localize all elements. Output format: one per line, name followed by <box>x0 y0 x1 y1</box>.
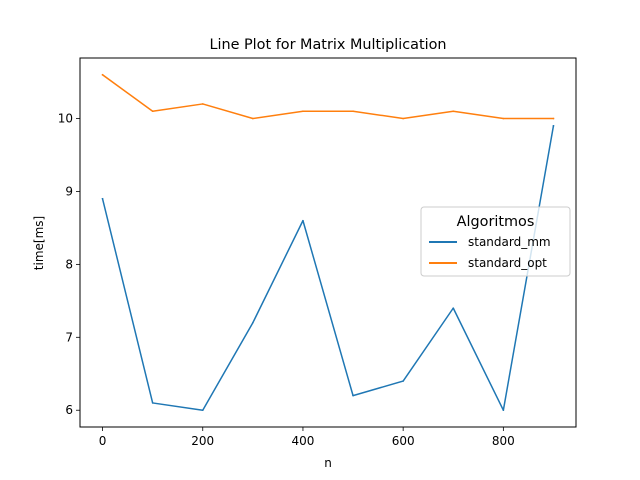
data-point-standard-opt-900 <box>552 117 555 120</box>
data-point-standard-opt-200 <box>201 103 204 105</box>
x-axis-ticks: 0 200 400 600 800 <box>99 427 515 448</box>
legend: Algoritmos standard_mm standard_opt <box>420 206 571 277</box>
data-point-standard-mm-400 <box>302 219 304 222</box>
data-point-standard-mm-700 <box>452 307 455 309</box>
y-tick-label: 9 <box>65 184 73 198</box>
x-tick-label: 800 <box>492 434 515 448</box>
legend-title: Algoritmos <box>457 214 535 230</box>
series-layer <box>101 73 555 412</box>
data-point-standard-opt-600 <box>402 117 404 120</box>
data-point-standard-mm-600 <box>402 380 404 382</box>
y-tick-label: 6 <box>65 403 73 417</box>
data-point-standard-opt-700 <box>452 110 455 113</box>
data-point-standard-opt-500 <box>352 110 354 113</box>
data-point-standard-mm-300 <box>252 321 254 324</box>
x-tick-label: 0 <box>99 434 107 448</box>
x-axis-label: n <box>324 456 332 470</box>
data-point-standard-mm-0 <box>101 197 104 200</box>
x-tick-label: 400 <box>291 434 314 448</box>
legend-label-standard-mm: standard_mm <box>468 235 551 249</box>
data-point-standard-mm-900 <box>552 125 555 127</box>
data-point-standard-opt-400 <box>302 110 304 113</box>
y-tick-label: 10 <box>58 112 73 126</box>
chart-title: Line Plot for Matrix Multiplication <box>209 37 446 53</box>
y-tick-label: 7 <box>65 330 73 344</box>
plot-area-frame <box>79 57 577 428</box>
data-point-standard-mm-200 <box>201 409 204 412</box>
y-axis-ticks: 6 7 8 9 10 <box>58 112 80 417</box>
legend-label-standard-opt: standard_opt <box>468 256 547 270</box>
data-point-standard-mm-100 <box>151 402 154 404</box>
data-point-standard-opt-800 <box>502 117 505 120</box>
x-tick-label: 200 <box>191 434 214 448</box>
series-line-standard-opt <box>101 73 555 120</box>
legend-box <box>420 206 571 277</box>
data-point-standard-opt-100 <box>151 110 154 113</box>
data-point-standard-mm-500 <box>352 394 354 397</box>
x-tick-label: 600 <box>392 434 415 448</box>
data-point-standard-opt-300 <box>252 117 254 120</box>
y-tick-label: 8 <box>65 257 73 271</box>
y-axis-label: time[ms] <box>32 216 46 270</box>
data-point-standard-opt-0 <box>101 73 104 76</box>
data-point-standard-mm-800 <box>502 409 505 412</box>
series-line-standard-mm <box>101 124 555 411</box>
